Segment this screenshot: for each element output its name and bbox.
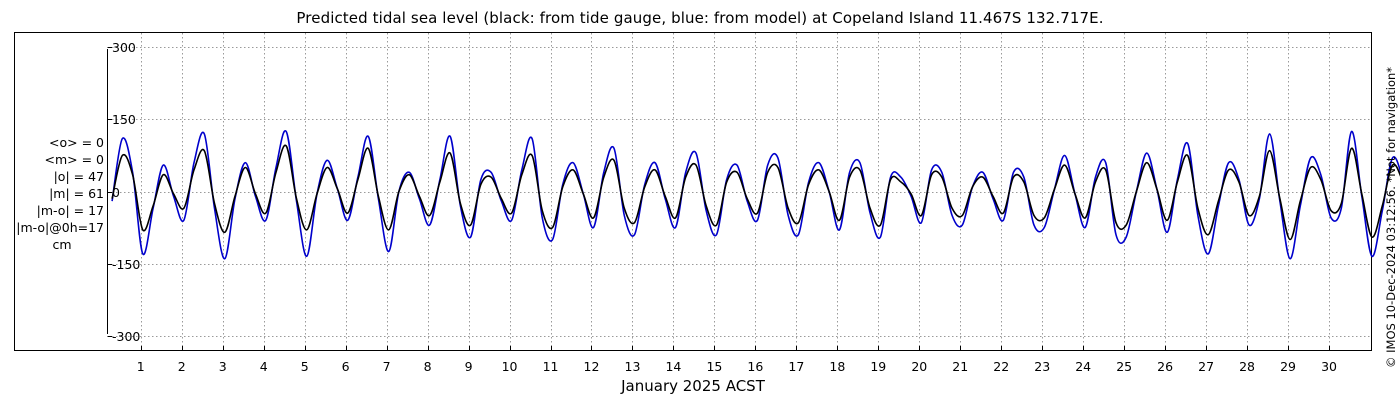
stats-unit: cm [52, 237, 72, 252]
series-layer [111, 130, 1400, 260]
x-tick-label: 3 [219, 359, 227, 374]
x-tick-label: 8 [424, 359, 432, 374]
x-tick-label: 13 [625, 359, 641, 374]
x-tick-label: 5 [301, 359, 309, 374]
y-tick-label: 150 [112, 112, 136, 127]
stats-panel: <o> = 0 <m> = 0 |o| = 47 |m| = 61 |m-o| … [8, 134, 104, 253]
x-tick-label: 16 [747, 359, 763, 374]
x-tick-label: 6 [342, 359, 350, 374]
stat-mean-observed: <o> = 0 [49, 135, 104, 150]
stat-abs-diff: |m-o| = 17 [36, 203, 104, 218]
x-tick-label: 25 [1116, 359, 1132, 374]
model-series-line [111, 130, 1400, 260]
chart-title: Predicted tidal sea level (black: from t… [296, 9, 1104, 27]
grid-layer [108, 33, 1370, 350]
x-axis-label: January 2025 ACST [620, 377, 766, 395]
x-tick-label: 30 [1321, 359, 1337, 374]
x-tick-label: 10 [502, 359, 518, 374]
tide-gauge-series-line [111, 144, 1400, 241]
y-tick-label: 0 [112, 185, 120, 200]
stat-abs-model: |m| = 61 [49, 186, 104, 201]
x-tick-label: 22 [993, 359, 1009, 374]
x-tick-label: 20 [911, 359, 927, 374]
x-tick-label: 21 [952, 359, 968, 374]
credit-note: © IMOS 10-Dec-2024 03:12:56. *Not for na… [1384, 66, 1398, 368]
x-tick-label: 4 [260, 359, 268, 374]
stat-mean-model: <m> = 0 [44, 152, 105, 167]
x-tick-label: 11 [543, 359, 559, 374]
x-axis: 1 2 3 4 5 6 7 8 9 10 11 12 13 14 15 16 17 18 19 20 21 22 23 24 2… [137, 346, 1337, 374]
y-tick-label: 300 [112, 40, 136, 55]
x-tick-label: 27 [1198, 359, 1214, 374]
x-tick-label: 17 [788, 359, 804, 374]
x-tick-label: 28 [1239, 359, 1255, 374]
x-tick-label: 18 [829, 359, 845, 374]
x-tick-label: 1 [137, 359, 145, 374]
y-tick-label: -300 [112, 329, 140, 344]
x-tick-label: 26 [1157, 359, 1173, 374]
x-tick-label: 19 [870, 359, 886, 374]
stat-abs-diff-0h: |m-o|@0h=17 [16, 220, 104, 235]
plot-frame [14, 32, 1372, 351]
x-tick-label: 29 [1280, 359, 1296, 374]
x-tick-label: 7 [383, 359, 391, 374]
x-tick-label: 24 [1075, 359, 1091, 374]
y-axis: 300 150 0 -150 -300 [107, 40, 140, 344]
x-tick-label: 14 [665, 359, 681, 374]
x-tick-label: 12 [584, 359, 600, 374]
x-tick-label: 23 [1034, 359, 1050, 374]
stat-abs-observed: |o| = 47 [53, 169, 104, 184]
y-tick-label: -150 [112, 257, 140, 272]
x-tick-label: 2 [178, 359, 186, 374]
x-tick-label: 15 [706, 359, 722, 374]
x-tick-label: 9 [465, 359, 473, 374]
